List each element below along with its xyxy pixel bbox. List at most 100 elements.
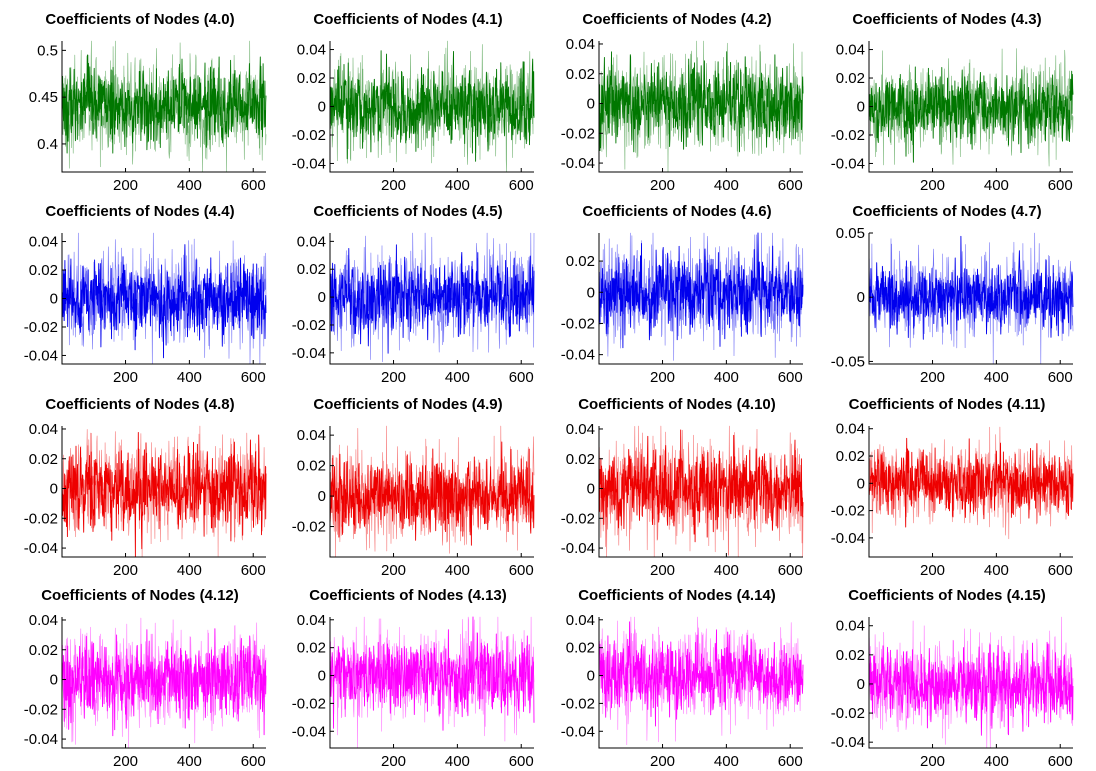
- subplot-2: -0.04 -0.02 0 0.02 0.04 200 400 600 Coefficients…: [561, 11, 804, 194]
- series-line: [868, 641, 1074, 736]
- axes-frame: [868, 426, 1073, 558]
- y-tick-label: 0.02: [29, 642, 58, 659]
- y-tick-label: -0.02: [831, 503, 865, 520]
- axes-frame: [868, 41, 1073, 173]
- y-tick-label: 0.02: [836, 448, 865, 465]
- x-tick-label: 600: [509, 177, 534, 194]
- y-tick-label: 0.04: [297, 612, 326, 629]
- x-tick-label: 200: [381, 369, 406, 386]
- y-tick-label: 0: [50, 672, 58, 689]
- subplot-3: -0.04 -0.02 0 0.02 0.04 200 400 600 Coefficients…: [831, 11, 1074, 194]
- x-tick-label: 600: [509, 753, 534, 770]
- y-tick-label: -0.02: [831, 127, 865, 144]
- subplot-1: -0.04 -0.02 0 0.02 0.04 200 400 600 Coefficients…: [292, 11, 535, 194]
- series-line: [329, 50, 535, 162]
- y-tick-label: 0.02: [297, 70, 326, 87]
- subplot-title: Coefficients of Nodes (4.14): [578, 587, 776, 604]
- subplot-title: Coefficients of Nodes (4.1): [313, 11, 502, 28]
- x-tick-label: 400: [984, 369, 1009, 386]
- series-line: [329, 441, 535, 546]
- subplot-9: -0.02 0 0.02 0.04 200 400 600 Coefficients of N…: [292, 396, 535, 579]
- y-tick-label: 0: [587, 481, 595, 498]
- x-tick-label: 400: [177, 177, 202, 194]
- x-tick-label: 600: [1048, 177, 1073, 194]
- subplot-title: Coefficients of Nodes (4.4): [45, 203, 234, 220]
- series-line: [329, 616, 535, 731]
- y-tick-label: 0.5: [37, 42, 58, 59]
- y-tick-label: 0: [50, 291, 58, 308]
- y-tick-label: 0.04: [836, 618, 865, 635]
- subplot-title: Coefficients of Nodes (4.15): [848, 587, 1046, 604]
- y-tick-label: -0.04: [24, 731, 58, 748]
- y-tick-label: 0.04: [566, 421, 595, 438]
- x-tick-label: 400: [714, 562, 739, 579]
- y-tick-label: -0.02: [24, 510, 58, 527]
- x-tick-label: 200: [650, 369, 675, 386]
- y-tick-label: 0: [587, 668, 595, 685]
- x-tick-label: 400: [714, 753, 739, 770]
- y-tick-label: -0.04: [292, 345, 326, 362]
- x-tick-label: 200: [381, 753, 406, 770]
- axes-frame: [329, 41, 534, 173]
- y-tick-label: 0.02: [29, 262, 58, 279]
- y-tick-label: 0: [587, 96, 595, 113]
- axes-frame: [868, 233, 1073, 365]
- subplot-title: Coefficients of Nodes (4.3): [852, 11, 1041, 28]
- x-tick-label: 400: [177, 369, 202, 386]
- x-tick-label: 400: [177, 753, 202, 770]
- y-tick-label: -0.02: [561, 510, 595, 527]
- x-tick-label: 400: [445, 177, 470, 194]
- x-tick-label: 600: [241, 369, 266, 386]
- y-tick-label: 0.02: [297, 261, 326, 278]
- x-tick-label: 200: [113, 369, 138, 386]
- axes-frame: [598, 617, 803, 749]
- series-line: [868, 235, 1074, 340]
- x-tick-label: 200: [920, 562, 945, 579]
- axes-frame: [598, 426, 803, 558]
- y-tick-label: 0.05: [836, 225, 865, 242]
- x-tick-label: 200: [650, 177, 675, 194]
- x-tick-label: 400: [984, 753, 1009, 770]
- y-tick-label: -0.02: [831, 705, 865, 722]
- y-tick-label: 0.04: [297, 427, 326, 444]
- y-tick-label: 0.02: [566, 66, 595, 83]
- y-tick-label: -0.05: [831, 353, 865, 370]
- x-tick-label: 600: [241, 562, 266, 579]
- y-tick-label: -0.02: [292, 127, 326, 144]
- subplot-title: Coefficients of Nodes (4.5): [313, 203, 502, 220]
- axes-frame: [329, 426, 534, 558]
- x-tick-label: 200: [650, 753, 675, 770]
- x-tick-label: 200: [381, 562, 406, 579]
- subplot-4: -0.04 -0.02 0 0.02 0.04 200 400 600 Coefficients…: [24, 203, 267, 386]
- subplot-15: -0.04 -0.02 0 0.02 0.04 200 400 600 Coefficients…: [831, 587, 1074, 770]
- y-tick-label: 0: [318, 99, 326, 116]
- x-tick-label: 600: [778, 177, 803, 194]
- y-tick-label: 0.04: [29, 234, 58, 251]
- y-tick-label: -0.04: [561, 347, 595, 364]
- x-tick-label: 400: [984, 562, 1009, 579]
- axes-frame: [598, 233, 803, 365]
- y-tick-label: -0.02: [561, 125, 595, 142]
- subplot-14: -0.04 -0.02 0 0.02 0.04 200 400 600 Coefficients…: [561, 587, 804, 770]
- y-tick-label: 0.02: [836, 647, 865, 664]
- x-tick-label: 600: [778, 369, 803, 386]
- series-line: [61, 628, 267, 737]
- x-tick-label: 400: [714, 177, 739, 194]
- series-line: [61, 432, 267, 557]
- y-tick-label: 0: [857, 99, 865, 116]
- axes-frame: [61, 617, 266, 749]
- x-tick-label: 600: [778, 753, 803, 770]
- y-tick-label: 0.02: [297, 640, 326, 657]
- y-tick-label: 0: [318, 289, 326, 306]
- y-tick-label: 0: [857, 475, 865, 492]
- axes-frame: [61, 233, 266, 365]
- subplot-title: Coefficients of Nodes (4.13): [309, 587, 507, 604]
- subplot-5: -0.04 -0.02 0 0.02 0.04 200 400 600 Coefficients…: [292, 203, 535, 386]
- x-tick-label: 600: [1048, 369, 1073, 386]
- y-tick-label: -0.04: [24, 540, 58, 557]
- y-tick-label: 0: [50, 481, 58, 498]
- y-tick-label: 0.04: [29, 421, 58, 438]
- x-tick-label: 400: [714, 369, 739, 386]
- axes-frame: [61, 426, 266, 558]
- y-tick-label: -0.04: [831, 530, 865, 547]
